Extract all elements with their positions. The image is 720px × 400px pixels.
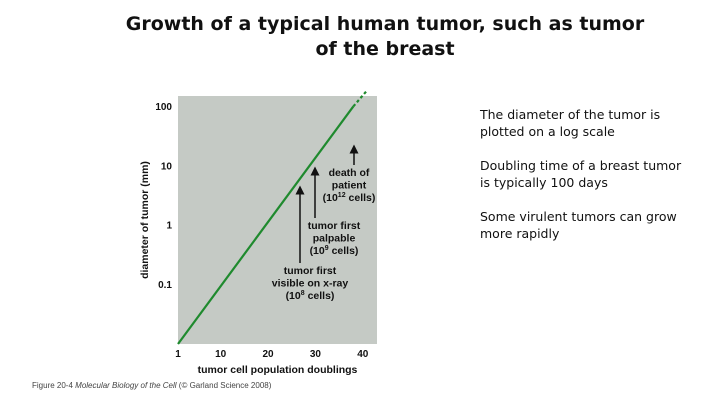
caption-suffix: (© Garland Science 2008) (178, 381, 272, 390)
y-tick-label: 10 (161, 161, 173, 172)
figure-caption: Figure 20-4 Molecular Biology of the Cel… (32, 381, 271, 390)
x-tick-label: 10 (215, 349, 227, 360)
slide-title: Growth of a typical human tumor, such as… (125, 13, 645, 60)
caption-prefix: Figure 20-4 (32, 381, 73, 390)
y-tick-label: 0.1 (158, 280, 172, 291)
annotation-label: tumor first visible on x-ray (108 cells) (272, 265, 349, 302)
growth-line (177, 105, 355, 345)
note-virulent: Some virulent tumors can grow more rapid… (480, 209, 677, 241)
caption-book: Molecular Biology of the Cell (75, 381, 177, 390)
y-axis-label: diameter of tumor (mm) (139, 161, 151, 279)
y-tick-label: 100 (155, 102, 172, 113)
x-tick-label: 30 (310, 349, 322, 360)
x-tick-label: 1 (175, 349, 181, 360)
y-tick-label: 1 (166, 221, 172, 232)
annotation: death of patient (1012 cells) (323, 144, 376, 204)
notes: The diameter of the tumor is plotted on … (480, 106, 690, 259)
annotation-label: death of patient (1012 cells) (323, 167, 376, 204)
plot-background (178, 96, 377, 344)
annotation: tumor first visible on x-ray (108 cells) (272, 185, 349, 302)
annotation: tumor first palpable (109 cells) (308, 166, 361, 257)
note-log-scale: The diameter of the tumor is plotted on … (480, 107, 661, 139)
x-axis-label: tumor cell population doublings (198, 364, 358, 376)
extrapolated-growth-line (352, 89, 369, 108)
x-tick-label: 20 (262, 349, 274, 360)
annotation-label: tumor first palpable (109 cells) (308, 220, 361, 257)
note-doubling-time: Doubling time of a breast tumor is typic… (480, 158, 682, 190)
x-tick-label: 40 (357, 349, 369, 360)
